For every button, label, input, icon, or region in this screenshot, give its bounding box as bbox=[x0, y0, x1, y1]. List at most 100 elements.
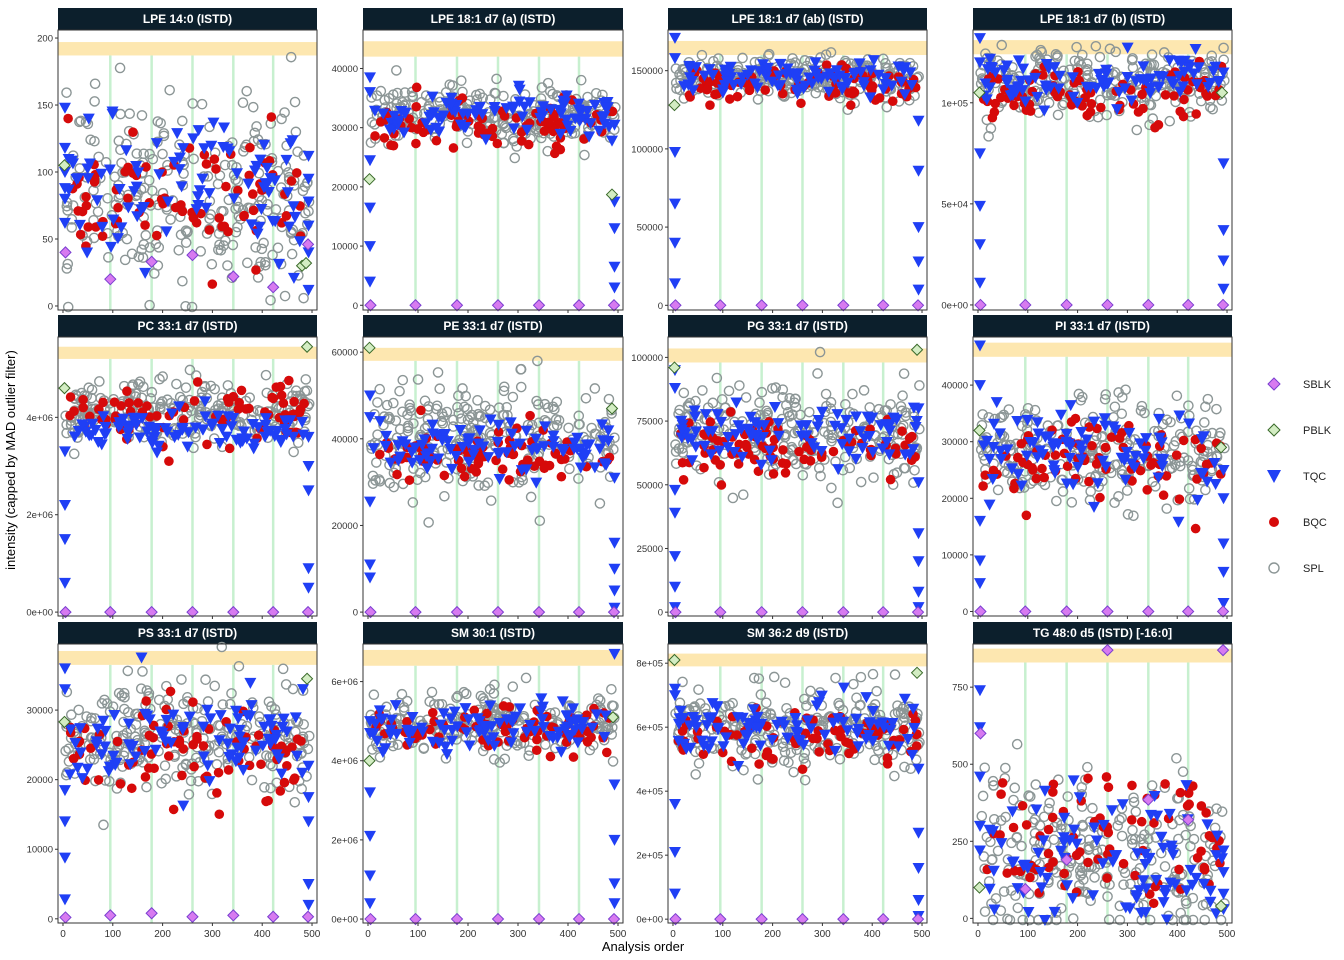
spl-point bbox=[1158, 47, 1170, 58]
tqc-point bbox=[1067, 91, 1080, 103]
tqc-point bbox=[289, 211, 302, 223]
spl-point bbox=[418, 743, 430, 754]
bqc-point bbox=[411, 101, 422, 112]
spl-point bbox=[494, 757, 506, 768]
tqc-point bbox=[608, 585, 621, 597]
spl-point bbox=[259, 782, 270, 793]
tqc-point bbox=[364, 830, 376, 842]
bqc-point bbox=[122, 386, 132, 397]
y-tick-label: 100 bbox=[37, 168, 53, 179]
tqc-point bbox=[232, 713, 245, 725]
spl-point bbox=[171, 378, 182, 390]
spl-point bbox=[192, 703, 203, 714]
bqc-point bbox=[281, 211, 292, 221]
tqc-point bbox=[426, 736, 439, 748]
spl-point bbox=[121, 727, 133, 739]
tqc-point bbox=[675, 424, 688, 436]
spl-point bbox=[484, 404, 496, 416]
spl-point bbox=[288, 446, 299, 458]
bqc-point bbox=[233, 404, 244, 415]
tqc-point bbox=[850, 411, 863, 423]
bqc-point bbox=[794, 446, 804, 457]
tqc-points bbox=[58, 102, 315, 296]
spl-point bbox=[62, 301, 74, 313]
bqc-point bbox=[724, 94, 735, 104]
facet-title: LPE 18:1 d7 (ab) (ISTD) bbox=[731, 12, 863, 26]
bqc-points bbox=[63, 112, 306, 289]
bqc-point bbox=[980, 470, 991, 480]
tqc-point bbox=[392, 115, 405, 127]
spl-point bbox=[832, 497, 843, 509]
y-tick-label: 0 bbox=[353, 301, 358, 312]
spl-point bbox=[844, 462, 856, 474]
tqc-point bbox=[598, 111, 611, 123]
tqc-point bbox=[139, 267, 152, 279]
tqc-point bbox=[874, 420, 887, 432]
spl-point bbox=[779, 677, 791, 689]
spl-point bbox=[441, 457, 452, 468]
spl-point bbox=[820, 388, 832, 400]
spl-point bbox=[114, 62, 126, 74]
tqc-point bbox=[268, 175, 281, 187]
spl-point bbox=[534, 515, 546, 527]
tqc-point bbox=[133, 432, 146, 444]
bqc-point bbox=[188, 739, 199, 750]
spl-point bbox=[141, 685, 153, 696]
spl-point bbox=[139, 182, 150, 194]
tqc-point bbox=[593, 125, 606, 137]
bqc-point bbox=[276, 217, 287, 228]
tqc-point bbox=[364, 202, 376, 214]
spl-point bbox=[206, 258, 218, 270]
tqc-point bbox=[1192, 62, 1205, 74]
tqc-point bbox=[1123, 427, 1136, 439]
spl-point bbox=[515, 363, 527, 375]
bqc-point bbox=[212, 788, 222, 798]
spl-point bbox=[85, 134, 96, 146]
spl-point bbox=[812, 368, 823, 379]
tqc-point bbox=[1196, 468, 1209, 480]
tqc-point bbox=[507, 123, 520, 135]
tqc-point bbox=[95, 168, 108, 180]
spl-point bbox=[180, 382, 192, 393]
tqc-point bbox=[76, 773, 89, 785]
tqc-point bbox=[426, 428, 439, 440]
spl-point bbox=[388, 89, 399, 100]
bqc-point bbox=[247, 189, 258, 199]
spl-point bbox=[1066, 497, 1078, 508]
tqc-point bbox=[1092, 68, 1105, 80]
spl-point bbox=[204, 213, 215, 224]
spl-point bbox=[381, 399, 393, 411]
spl-point bbox=[224, 698, 236, 710]
tqc-point bbox=[588, 99, 601, 111]
tqc-point bbox=[977, 440, 990, 452]
tqc-point bbox=[812, 415, 825, 427]
spl-point bbox=[250, 242, 261, 253]
bqc-point bbox=[388, 140, 399, 151]
bqc-point bbox=[221, 181, 231, 192]
tqc-point bbox=[720, 76, 733, 88]
bqc-point bbox=[120, 166, 131, 177]
tqc-point bbox=[561, 710, 574, 722]
spl-point bbox=[398, 702, 410, 713]
tqc-point bbox=[197, 424, 210, 436]
tqc-point bbox=[426, 91, 439, 103]
bqc-point bbox=[211, 164, 221, 174]
bqc-point bbox=[560, 454, 570, 464]
spl-point bbox=[261, 750, 272, 761]
tqc-point bbox=[367, 443, 380, 455]
tqc-point bbox=[287, 272, 300, 284]
facet-strip bbox=[668, 315, 927, 337]
tqc-point bbox=[81, 163, 94, 175]
spl-point bbox=[370, 475, 381, 486]
bqc-point bbox=[379, 133, 390, 143]
sblk-point bbox=[364, 605, 377, 619]
tqc-point bbox=[1217, 566, 1230, 578]
tqc-point bbox=[864, 92, 877, 104]
tqc-point bbox=[1021, 414, 1034, 426]
tqc-point bbox=[221, 738, 234, 750]
tqc-point bbox=[1217, 225, 1230, 237]
spl-point bbox=[276, 113, 287, 125]
tqc-point bbox=[1183, 418, 1196, 430]
bqc-point bbox=[276, 390, 287, 401]
bqc-point bbox=[177, 206, 188, 217]
